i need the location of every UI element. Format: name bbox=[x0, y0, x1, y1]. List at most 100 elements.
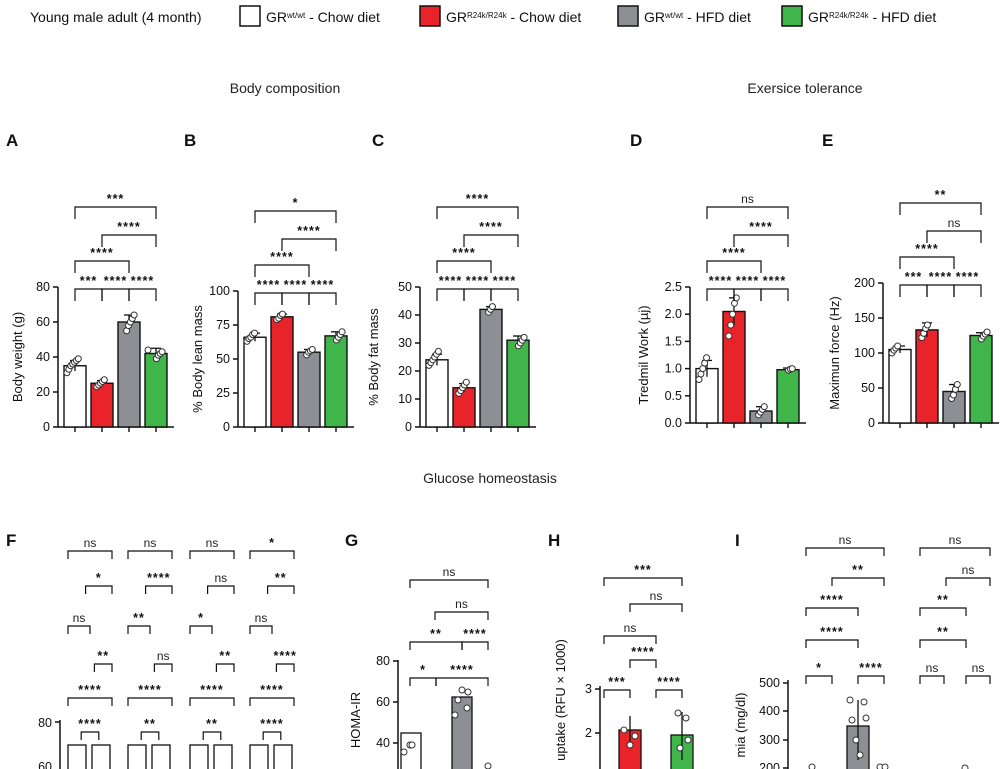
panel-e-bracket bbox=[926, 284, 955, 297]
panel-c-datapoint-r24k-hfd bbox=[520, 333, 528, 341]
panel-b-datapoint-r24k-chow bbox=[278, 310, 286, 318]
panel-i-group-2-bracket bbox=[919, 639, 967, 648]
panel-f-bar-stub bbox=[127, 744, 147, 769]
panel-b-bracket bbox=[254, 210, 337, 223]
panel-i-group-2-bracket bbox=[919, 675, 945, 684]
panel-e-bracket bbox=[899, 202, 982, 215]
panel-d-significance-label: **** bbox=[749, 220, 772, 234]
panel-c-fat-mass: 0 10 20 30 40 50 % Body fat mass **** **** **** **… bbox=[366, 192, 536, 434]
panel-h-datapoint bbox=[676, 744, 684, 752]
panel-h-ytick-label: 3 bbox=[585, 682, 592, 696]
panel-g-datapoint bbox=[454, 696, 462, 704]
panel-d-significance-label: **** bbox=[736, 274, 759, 288]
panel-e-ytick-label: 50 bbox=[861, 381, 875, 395]
panel-i-group-2-bracket bbox=[945, 577, 991, 586]
panel-b-ytick-label: 0 bbox=[223, 420, 230, 434]
panel-g-datapoint bbox=[464, 688, 472, 696]
panel-f-group-2-bracket bbox=[127, 625, 151, 634]
panel-c-datapoint-wt-chow bbox=[434, 347, 442, 355]
panel-h-y-label: uptake (RFU × 1000) bbox=[553, 639, 568, 761]
panel-e-datapoint-wt-hfd bbox=[953, 381, 961, 388]
panel-b-ytick-label: 75 bbox=[216, 318, 230, 332]
panel-i-group-2-significance-label: ns bbox=[962, 563, 975, 577]
panel-c-bracket bbox=[463, 234, 519, 247]
panel-g-datapoint bbox=[458, 686, 466, 694]
panel-a-significance-label: **** bbox=[117, 220, 140, 234]
legend-label-wt-hfd: GRwt/wt - HFD diet bbox=[644, 9, 751, 25]
panel-e-ytick-label: 200 bbox=[854, 276, 875, 290]
panel-i-group-2-significance-label: ns bbox=[972, 661, 985, 675]
panel-g-ytick-label: 60 bbox=[376, 695, 390, 709]
panel-d-bracket bbox=[733, 234, 789, 247]
panel-e-bracket bbox=[953, 284, 982, 297]
panel-letter-b: B bbox=[184, 131, 196, 150]
panel-h-datapoint bbox=[684, 736, 692, 744]
panel-b-significance-label: **** bbox=[284, 278, 307, 292]
panel-i-bracket bbox=[805, 639, 859, 648]
panel-i-datapoint bbox=[808, 763, 816, 769]
panel-g-bracket bbox=[434, 611, 489, 620]
panel-f-group-1-significance-label: ** bbox=[97, 649, 109, 663]
panel-b-bar-r24k-chow bbox=[270, 316, 294, 428]
panel-i-bracket bbox=[805, 607, 859, 616]
panel-f-group-2-bracket bbox=[127, 550, 173, 559]
panel-d-bracket bbox=[706, 206, 789, 219]
panel-c-bracket bbox=[436, 206, 519, 219]
panel-b-significance-label: **** bbox=[257, 278, 280, 292]
panel-f-group-1-bracket bbox=[67, 550, 113, 559]
panel-a-ytick-label: 20 bbox=[36, 385, 50, 399]
panel-c-ytick-label: 10 bbox=[398, 392, 412, 406]
panel-b-significance-label: **** bbox=[311, 278, 334, 292]
panel-h-significance-label: ns bbox=[624, 621, 637, 635]
panel-c-ytick-label: 30 bbox=[398, 336, 412, 350]
panel-h-significance-label: ns bbox=[650, 589, 663, 603]
panel-h-bracket bbox=[655, 689, 683, 698]
panel-c-ytick-label: 40 bbox=[398, 308, 412, 322]
panel-letter-d: D bbox=[630, 131, 642, 150]
legend-item-r24k-chow: GRR24k/R24k - Chow diet bbox=[419, 5, 581, 27]
panel-f-group-4-significance-label: **** bbox=[260, 717, 283, 731]
panel-f-group-1-significance-label: **** bbox=[78, 683, 101, 697]
panel-i-group-2-significance-label: ** bbox=[937, 593, 949, 607]
panel-f-group-3-bracket bbox=[189, 625, 213, 634]
panel-e-datapoint-wt-chow bbox=[894, 342, 902, 350]
panel-f-group-2-significance-label: **** bbox=[147, 571, 170, 585]
panel-d-datapoint-wt-chow bbox=[703, 354, 711, 362]
panel-f-group-2-significance-label: ns bbox=[157, 649, 170, 663]
panel-i-datapoint bbox=[848, 716, 856, 724]
panel-i-datapoint bbox=[881, 763, 889, 769]
panel-g-datapoint bbox=[463, 704, 471, 712]
panel-a-significance-label: **** bbox=[131, 274, 154, 288]
panel-h-datapoint bbox=[674, 709, 682, 717]
panel-f-group-4-bracket bbox=[249, 697, 295, 706]
panel-f-group-3-bracket bbox=[202, 731, 222, 740]
panel-i-datapoint bbox=[961, 764, 969, 769]
panel-g-bracket bbox=[409, 677, 437, 686]
panel-d-ytick-label: 1.0 bbox=[665, 362, 682, 376]
legend-swatch-wt-hfd bbox=[617, 5, 639, 27]
panel-a-significance-label: **** bbox=[90, 246, 113, 260]
panel-b-bracket bbox=[281, 238, 337, 251]
panel-letter-c: C bbox=[372, 131, 384, 150]
panel-g-significance-label: ** bbox=[430, 627, 442, 641]
panel-h-bracket bbox=[603, 689, 631, 698]
panel-f-group-2-significance-label: ** bbox=[144, 717, 156, 731]
panel-f-group-2-significance-label: ** bbox=[133, 611, 145, 625]
panel-f-group-4-significance-label: * bbox=[269, 536, 275, 550]
panel-i-significance-label: **** bbox=[859, 661, 882, 675]
panel-e-ytick-label: 0 bbox=[868, 416, 875, 430]
panel-letter-a: A bbox=[6, 131, 18, 150]
panel-b-datapoint-r24k-hfd bbox=[338, 328, 346, 336]
panel-h-ytick-label: 2 bbox=[585, 726, 592, 740]
panel-b-bracket bbox=[254, 264, 310, 277]
panel-a-bracket bbox=[74, 288, 103, 301]
panel-c-y-label: % Body fat mass bbox=[366, 308, 381, 406]
panel-c-significance-label: **** bbox=[452, 246, 475, 260]
panel-d-ytick-label: 2.0 bbox=[665, 307, 682, 321]
panel-e-bar-wt-chow bbox=[888, 348, 912, 424]
panel-c-ytick-label: 0 bbox=[405, 420, 412, 434]
legend-swatch-r24k-chow bbox=[419, 5, 441, 27]
panel-e-significance-label: ** bbox=[935, 188, 947, 202]
